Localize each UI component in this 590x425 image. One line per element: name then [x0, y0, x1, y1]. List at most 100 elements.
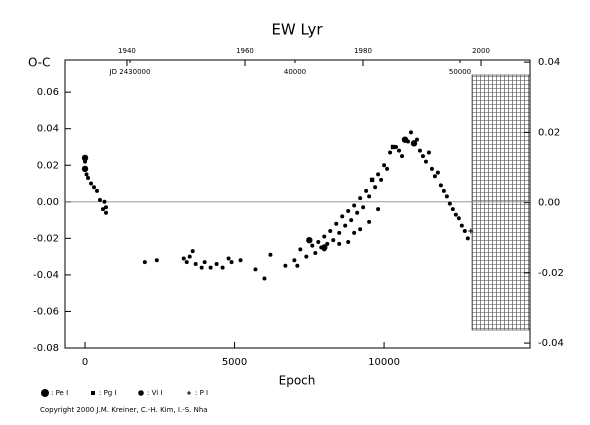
point — [89, 181, 94, 186]
legend-label: : Pe I — [51, 389, 68, 397]
point — [208, 265, 213, 270]
point — [423, 159, 428, 164]
x2-tick-label: 1960 — [236, 47, 254, 55]
point — [268, 252, 273, 257]
point — [292, 258, 297, 263]
y-tick-label: -0.06 — [33, 306, 59, 317]
point — [340, 214, 345, 219]
point — [367, 219, 372, 224]
x3-tick-label: 50000 — [449, 68, 471, 76]
legend-marker — [41, 389, 49, 397]
point — [322, 247, 327, 252]
point — [444, 194, 449, 199]
point — [214, 261, 219, 266]
point — [414, 137, 419, 142]
point — [346, 208, 351, 213]
y-axis-label: O-C — [28, 56, 51, 70]
point — [325, 241, 330, 246]
y-tick-label: 0.04 — [37, 124, 59, 135]
point — [376, 207, 381, 212]
point — [316, 240, 321, 245]
point — [468, 228, 474, 234]
legend-marker — [91, 391, 95, 395]
x2-tick-label: 1980 — [354, 47, 372, 55]
point — [220, 265, 225, 270]
point — [322, 234, 327, 239]
point — [92, 185, 97, 190]
y-tick-label: -0.08 — [33, 343, 59, 354]
point — [81, 154, 89, 162]
point — [462, 229, 467, 234]
x3-tick-label: JD 2430000 — [109, 68, 151, 76]
point — [298, 247, 303, 252]
y2-tick-label: -0.02 — [538, 268, 564, 279]
x-tick-label: 0 — [82, 357, 88, 368]
point — [358, 227, 363, 232]
point — [190, 249, 195, 254]
point — [397, 148, 402, 153]
point — [394, 144, 399, 149]
point — [456, 216, 461, 221]
point — [306, 236, 313, 244]
point — [102, 199, 107, 204]
point — [438, 183, 443, 188]
point — [361, 205, 366, 210]
point — [429, 166, 434, 171]
point — [226, 256, 231, 261]
point — [382, 163, 387, 168]
point — [447, 201, 452, 206]
point — [84, 172, 89, 177]
x3-tick-label: 40000 — [284, 68, 306, 76]
point — [337, 241, 342, 246]
y-tick-label: -0.04 — [33, 270, 59, 281]
x-axis-label: Epoch — [279, 374, 316, 388]
point — [408, 130, 413, 135]
point — [184, 260, 189, 265]
y2-tick-label: 0.02 — [538, 127, 560, 138]
point — [367, 194, 372, 199]
point — [379, 177, 384, 182]
point — [410, 140, 418, 147]
point — [238, 258, 243, 263]
legend-label: : P I — [195, 389, 208, 397]
point — [283, 263, 288, 268]
future-region — [471, 74, 531, 331]
point — [388, 150, 393, 155]
copyright: Copyright 2000 J.M. Kreiner, C.-H. Kim, … — [40, 406, 208, 414]
y2-tick-label: 0.00 — [538, 198, 560, 209]
point — [369, 177, 375, 183]
point — [405, 139, 410, 144]
point — [459, 223, 464, 228]
x-tick-label: 5000 — [222, 357, 247, 368]
point — [313, 250, 318, 255]
x2-tick-label: 1940 — [118, 47, 136, 55]
point — [334, 221, 339, 226]
point — [331, 238, 336, 243]
y-tick-label: 0.00 — [37, 197, 59, 208]
point — [435, 170, 440, 175]
legend-marker — [138, 390, 144, 396]
point — [346, 240, 351, 245]
point — [349, 218, 354, 223]
x2-tick-label: 2000 — [472, 47, 490, 55]
point — [142, 260, 147, 265]
point — [328, 229, 333, 234]
y-tick-label: 0.02 — [37, 160, 59, 171]
plot-frame — [64, 59, 531, 349]
point — [417, 148, 422, 153]
point — [295, 263, 300, 268]
point — [426, 150, 431, 155]
point — [199, 265, 204, 270]
y-tick-label: -0.02 — [33, 233, 59, 244]
point — [441, 188, 446, 193]
y2-tick-label: 0.04 — [538, 57, 560, 68]
point — [94, 188, 99, 193]
point — [202, 260, 207, 265]
point — [337, 230, 342, 235]
point — [310, 243, 315, 248]
x-tick-label: 10000 — [368, 357, 400, 368]
legend-label: : Pg I — [99, 389, 117, 397]
legend-marker — [187, 391, 191, 395]
y2-tick-label: -0.04 — [538, 338, 564, 349]
